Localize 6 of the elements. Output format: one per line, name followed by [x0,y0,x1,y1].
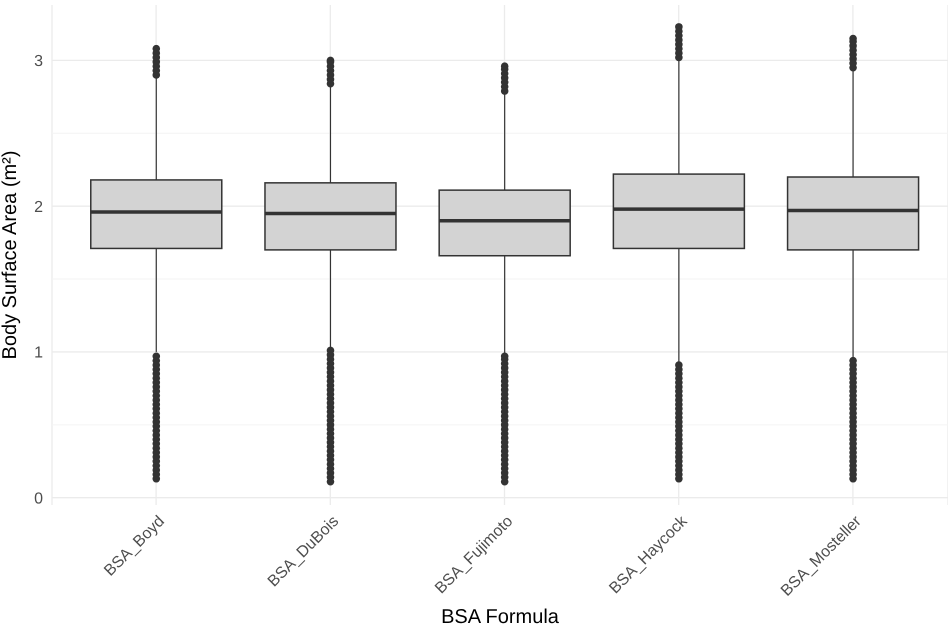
y-tick-label: 3 [34,53,44,70]
y-tick-label: 2 [34,198,44,216]
y-tick-label: 0 [34,490,44,508]
y-tick-label: 1 [34,344,44,362]
x-axis-title: BSA Formula [441,606,560,628]
y-axis-title: Body Surface Area (m²) [0,150,22,360]
